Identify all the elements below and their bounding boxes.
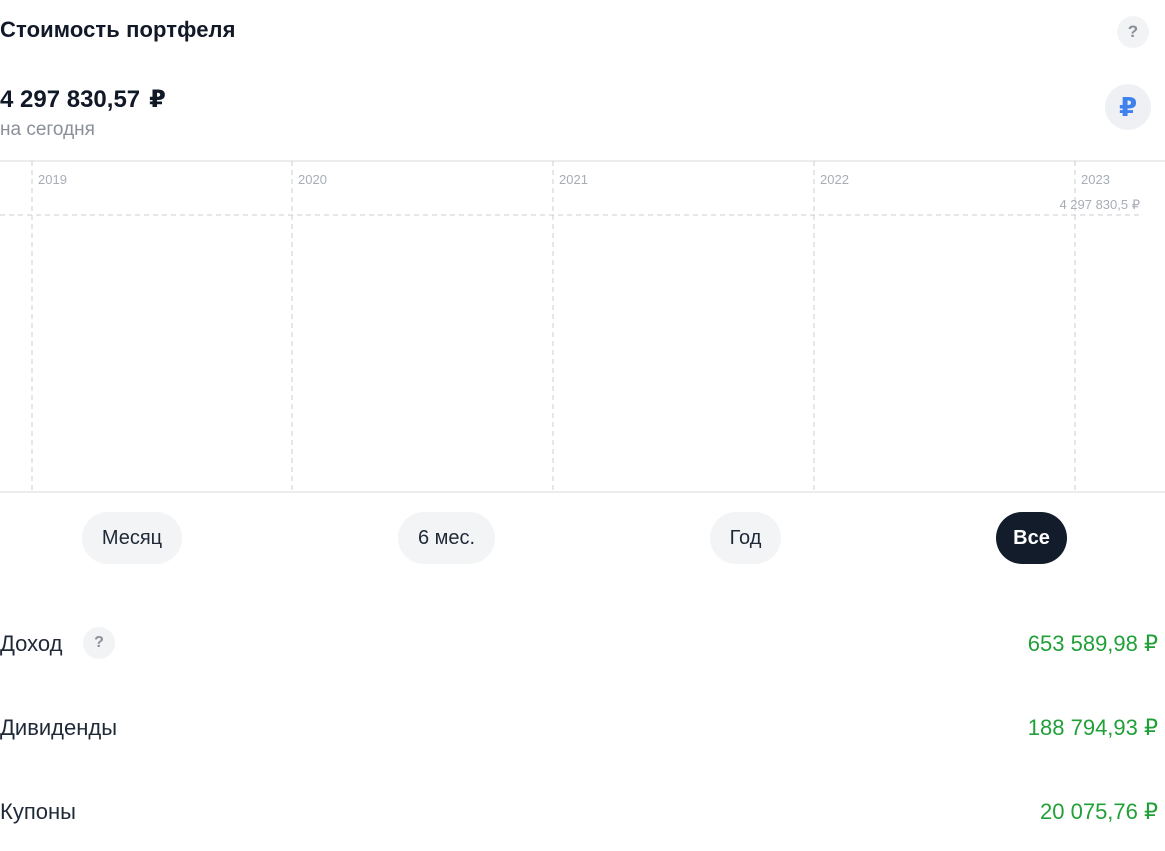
period-month-button[interactable]: Месяц [82, 512, 182, 564]
period-6-months-button[interactable]: 6 мес. [398, 512, 495, 564]
year-tick-label: 2021 [559, 172, 588, 187]
page-title: Стоимость портфеля [0, 17, 236, 42]
year-tick-label: 2022 [820, 172, 849, 187]
chart-grid: 2019 2020 2021 2022 2023 [0, 161, 1140, 492]
year-tick-label: 2020 [298, 172, 327, 187]
period-year-button[interactable]: Год [710, 512, 781, 564]
help-icon[interactable]: ? [1117, 16, 1149, 48]
value-date-caption: на сегодня [0, 119, 95, 140]
currency-switch-button[interactable]: ₽ [1105, 84, 1151, 130]
portfolio-value: 4 297 830,57 ₽ [0, 85, 166, 114]
dividends-label: Дивиденды [0, 715, 118, 740]
year-tick-label: 2019 [38, 172, 67, 187]
portfolio-value-currency: ₽ [149, 86, 166, 113]
coupons-value: 20 075,76 ₽ [1040, 799, 1158, 824]
period-all-button[interactable]: Все [996, 512, 1067, 564]
year-tick-label: 2023 [1081, 172, 1110, 187]
income-label: Доход [0, 631, 63, 656]
portfolio-chart: 2019 2020 2021 2022 2023 4 297 830,5 ₽ [0, 160, 1165, 493]
income-value: 653 589,98 ₽ [1027, 631, 1158, 656]
income-help-icon[interactable]: ? [83, 627, 115, 659]
chart-max-value-label: 4 297 830,5 ₽ [1059, 197, 1140, 212]
coupons-label: Купоны [0, 799, 76, 824]
dividends-value: 188 794,93 ₽ [1027, 715, 1158, 740]
portfolio-value-amount: 4 297 830,57 [0, 86, 141, 113]
